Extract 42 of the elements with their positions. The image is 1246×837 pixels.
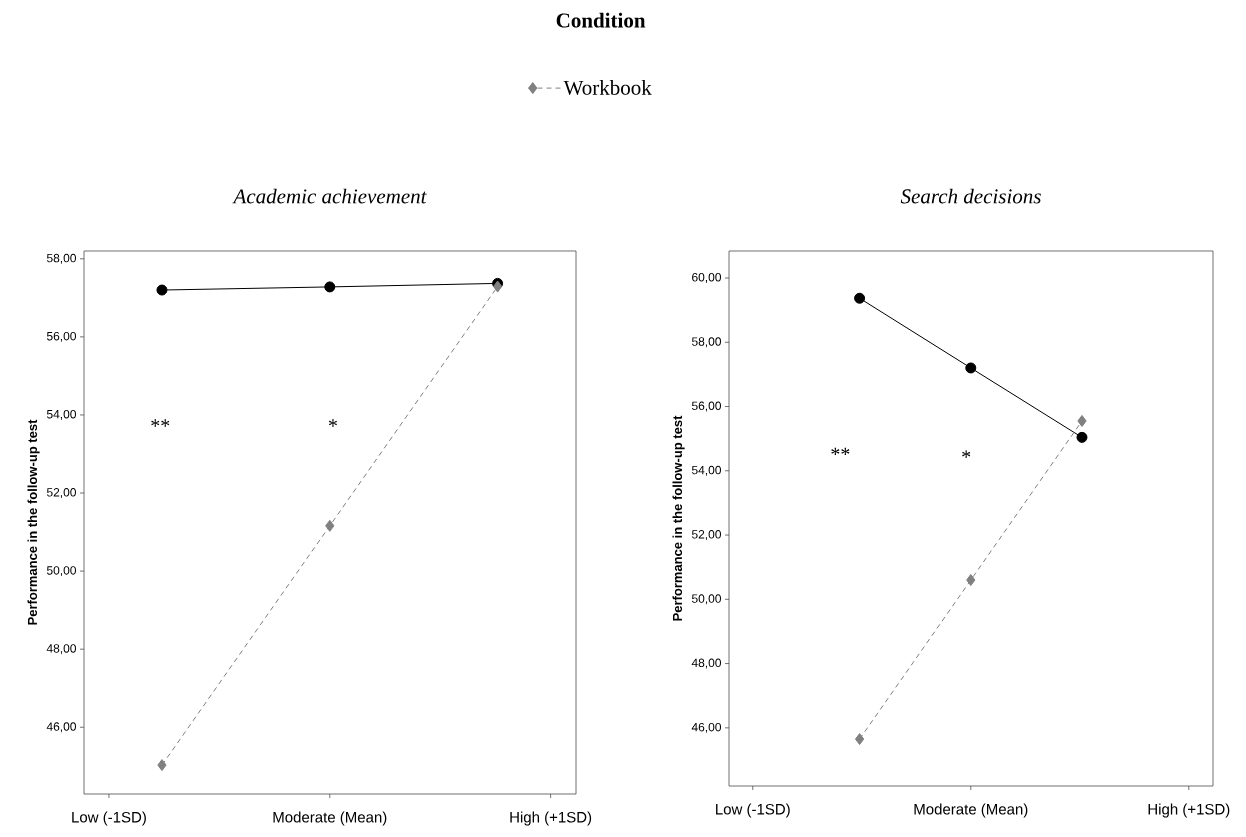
y-axis-title: Performance in the follow-up test [672,415,685,621]
annotation: * [328,419,337,427]
y-tick-label: 46,00 [691,722,722,733]
point [854,733,865,746]
legend-title: Condition [556,12,646,28]
y-tick-label: 60,00 [692,273,722,283]
point [854,292,866,304]
point [965,362,977,374]
chart-title: Search decisions [900,188,1041,204]
point [1077,414,1087,427]
y-tick-label: 48,00 [691,658,722,669]
annotation: * [962,450,971,458]
x-tick-label: Moderate (Mean) [914,803,1028,818]
x-tick-label: Low (-1SD) [716,803,790,818]
point [1076,431,1088,443]
point [156,284,168,296]
y-tick-label: 46,00 [46,722,77,733]
y-tick-label: 52,00 [691,530,722,540]
x-tick-label: Moderate (Mean) [273,811,387,826]
x-tick-label: High (+1SD) [1148,803,1230,818]
y-tick-label: 58,00 [691,337,722,348]
point [324,281,336,293]
point [966,574,976,587]
point [492,280,503,293]
point [157,759,167,772]
y-tick-label: 56,00 [46,331,77,342]
point [325,519,335,532]
y-tick-label: 48,00 [46,644,77,655]
y-tick-label: 52,00 [46,488,77,498]
y-axis-title: Performance in the follow-up test [27,419,40,625]
y-tick-label: 50,00 [46,566,77,577]
annotation: ** [831,447,850,456]
chart-title: Academic achievement [232,188,427,204]
y-tick-label: 54,00 [46,410,77,420]
legend-label: Workbook [563,80,652,95]
annotation: ** [151,419,170,427]
y-tick-label: 50,00 [691,594,722,605]
x-tick-label: Low (-1SD) [72,811,146,826]
y-tick-label: 58,00 [46,253,77,264]
x-tick-label: High (+1SD) [510,811,592,826]
y-tick-label: 56,00 [691,401,722,412]
y-tick-label: 54,00 [691,465,722,476]
